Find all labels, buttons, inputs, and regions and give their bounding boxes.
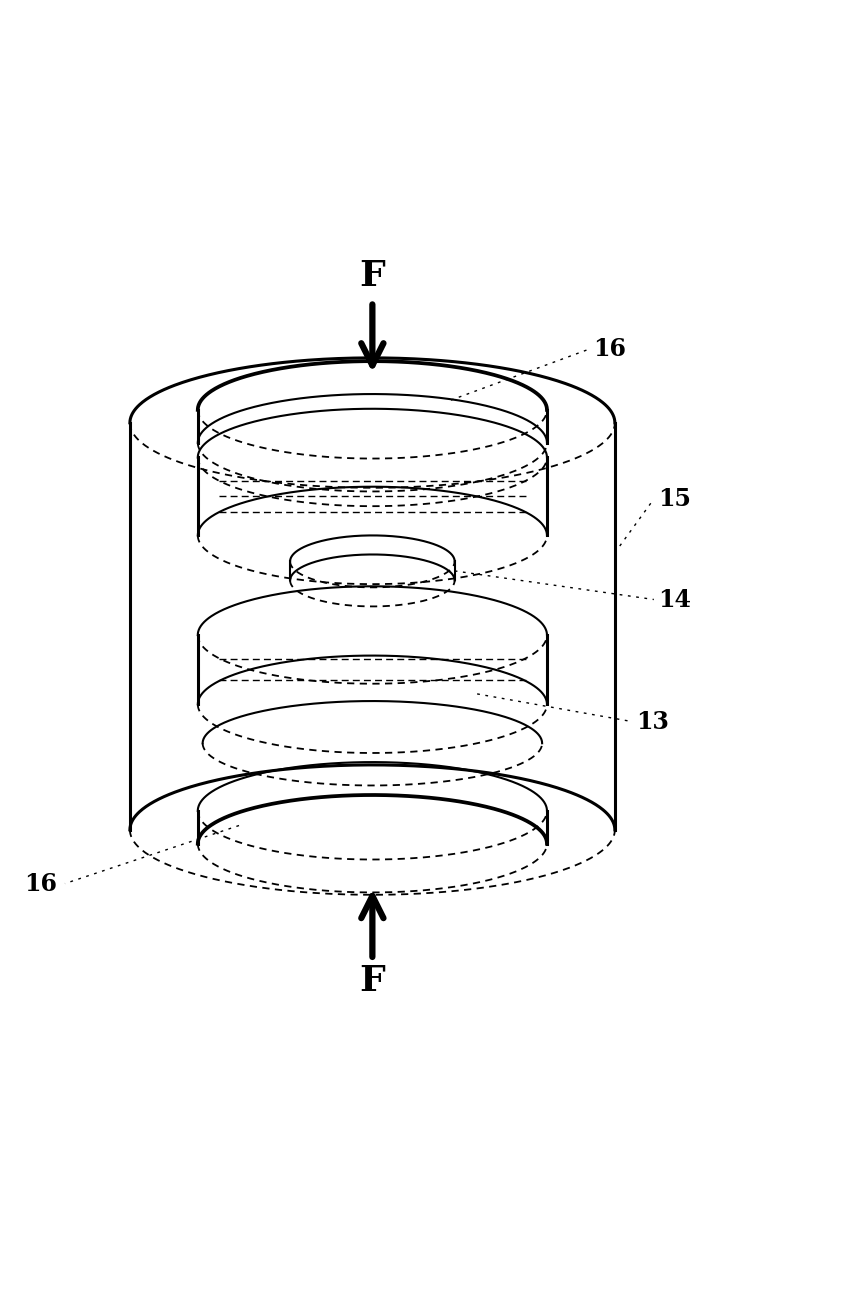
Text: 16: 16 bbox=[24, 871, 57, 896]
Text: 14: 14 bbox=[658, 587, 691, 612]
Text: 13: 13 bbox=[637, 710, 669, 734]
Text: 15: 15 bbox=[658, 487, 691, 511]
Text: 16: 16 bbox=[593, 337, 626, 362]
Text: F: F bbox=[359, 964, 385, 998]
Text: F: F bbox=[359, 259, 385, 293]
